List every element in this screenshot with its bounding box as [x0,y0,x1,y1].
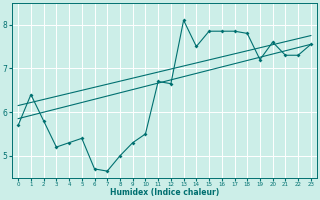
X-axis label: Humidex (Indice chaleur): Humidex (Indice chaleur) [110,188,219,197]
